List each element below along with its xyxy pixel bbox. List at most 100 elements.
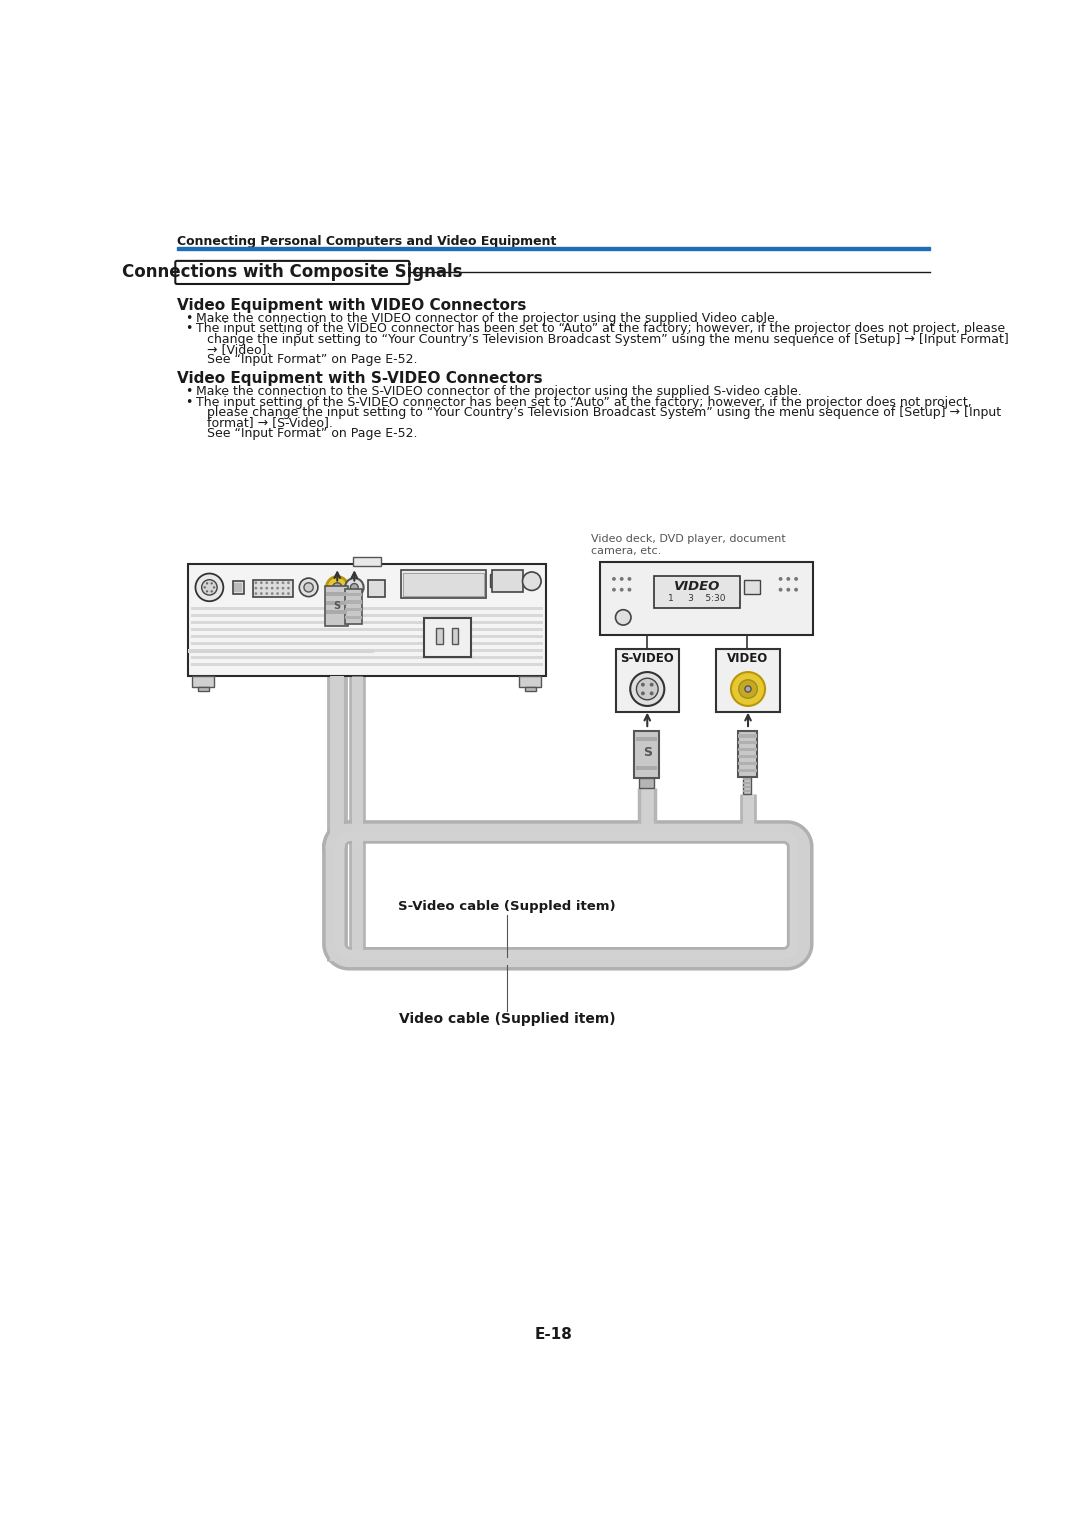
Circle shape bbox=[620, 577, 623, 581]
Circle shape bbox=[271, 592, 273, 595]
Circle shape bbox=[271, 588, 273, 589]
Text: See “Input Format” on Page E-52.: See “Input Format” on Page E-52. bbox=[207, 427, 418, 439]
Circle shape bbox=[211, 591, 213, 592]
Bar bbox=[490, 574, 502, 586]
Text: Connecting Personal Computers and Video Equipment: Connecting Personal Computers and Video … bbox=[177, 235, 556, 249]
Circle shape bbox=[276, 581, 279, 584]
Circle shape bbox=[640, 691, 645, 696]
Bar bbox=[234, 583, 242, 592]
Bar bbox=[451, 629, 458, 644]
Circle shape bbox=[271, 581, 273, 584]
Text: format] → [S-Video].: format] → [S-Video]. bbox=[207, 417, 333, 429]
Text: Video Equipment with VIDEO Connectors: Video Equipment with VIDEO Connectors bbox=[177, 298, 526, 313]
Text: Video Equipment with S-VIDEO Connectors: Video Equipment with S-VIDEO Connectors bbox=[177, 371, 542, 386]
Bar bbox=[738, 769, 757, 772]
Bar bbox=[325, 586, 348, 626]
Text: The input setting of the VIDEO connector has been set to “Auto” at the factory; : The input setting of the VIDEO connector… bbox=[197, 322, 1005, 336]
Bar bbox=[519, 676, 541, 687]
Circle shape bbox=[523, 572, 541, 591]
Circle shape bbox=[276, 588, 279, 589]
Circle shape bbox=[255, 588, 257, 589]
Bar bbox=[177, 247, 930, 250]
Circle shape bbox=[202, 580, 217, 595]
Circle shape bbox=[650, 691, 653, 696]
Bar bbox=[191, 607, 542, 610]
Circle shape bbox=[612, 577, 616, 581]
Text: S: S bbox=[334, 601, 341, 610]
Bar bbox=[367, 580, 384, 597]
Bar bbox=[743, 777, 751, 794]
Circle shape bbox=[266, 592, 268, 595]
Bar bbox=[738, 734, 757, 737]
Circle shape bbox=[255, 592, 257, 595]
Circle shape bbox=[211, 583, 213, 584]
Bar bbox=[638, 778, 654, 787]
Bar bbox=[743, 786, 751, 787]
Circle shape bbox=[266, 581, 268, 584]
Text: Make the connection to the VIDEO connector of the projector using the supplied V: Make the connection to the VIDEO connect… bbox=[197, 311, 779, 325]
Circle shape bbox=[350, 583, 359, 591]
Circle shape bbox=[779, 588, 783, 592]
Text: VIDEO: VIDEO bbox=[674, 580, 720, 594]
Bar bbox=[634, 731, 659, 778]
Bar bbox=[191, 662, 542, 665]
Bar bbox=[191, 635, 542, 638]
Bar bbox=[636, 766, 657, 769]
Circle shape bbox=[206, 583, 208, 584]
Circle shape bbox=[333, 583, 342, 592]
Bar bbox=[191, 656, 542, 659]
Bar bbox=[744, 580, 759, 594]
Circle shape bbox=[612, 588, 616, 592]
Bar bbox=[654, 575, 740, 609]
Text: Make the connection to the S-VIDEO connector of the projector using the supplied: Make the connection to the S-VIDEO conne… bbox=[197, 385, 802, 398]
Circle shape bbox=[213, 586, 215, 589]
Circle shape bbox=[260, 588, 262, 589]
Bar bbox=[188, 649, 374, 653]
Circle shape bbox=[640, 682, 645, 687]
Circle shape bbox=[620, 588, 623, 592]
Bar bbox=[253, 580, 293, 597]
Circle shape bbox=[287, 581, 289, 584]
Text: VIDEO: VIDEO bbox=[728, 653, 769, 665]
Bar bbox=[345, 600, 362, 604]
Circle shape bbox=[616, 610, 631, 626]
Bar bbox=[491, 571, 523, 592]
Bar bbox=[743, 778, 751, 780]
Bar bbox=[191, 642, 542, 645]
Bar bbox=[345, 589, 362, 624]
Circle shape bbox=[303, 583, 313, 592]
Circle shape bbox=[650, 682, 653, 687]
Bar bbox=[716, 649, 780, 713]
Circle shape bbox=[636, 678, 658, 700]
Bar bbox=[191, 629, 542, 632]
Circle shape bbox=[282, 588, 284, 589]
Circle shape bbox=[739, 679, 757, 699]
Circle shape bbox=[260, 581, 262, 584]
Text: change the input setting to “Your Country’s Television Broadcast System” using t: change the input setting to “Your Countr… bbox=[207, 333, 1009, 345]
Bar bbox=[738, 742, 757, 745]
Circle shape bbox=[282, 581, 284, 584]
Bar bbox=[191, 649, 542, 652]
Circle shape bbox=[786, 588, 791, 592]
Circle shape bbox=[206, 591, 208, 592]
Text: •: • bbox=[186, 385, 192, 398]
Bar bbox=[738, 761, 757, 765]
Bar bbox=[191, 615, 542, 618]
Text: •: • bbox=[186, 322, 192, 336]
Text: •: • bbox=[186, 311, 192, 325]
Bar bbox=[403, 572, 484, 595]
Circle shape bbox=[794, 588, 798, 592]
Circle shape bbox=[631, 671, 664, 707]
Circle shape bbox=[345, 578, 364, 597]
Bar bbox=[738, 748, 757, 751]
Circle shape bbox=[326, 577, 348, 598]
Text: E-18: E-18 bbox=[535, 1326, 572, 1341]
Circle shape bbox=[779, 577, 783, 581]
Bar bbox=[345, 592, 362, 595]
Circle shape bbox=[794, 577, 798, 581]
Circle shape bbox=[195, 574, 224, 601]
Bar bbox=[198, 687, 208, 691]
Text: See “Input Format” on Page E-52.: See “Input Format” on Page E-52. bbox=[207, 354, 418, 366]
Circle shape bbox=[260, 592, 262, 595]
Text: S-VIDEO: S-VIDEO bbox=[620, 653, 674, 665]
